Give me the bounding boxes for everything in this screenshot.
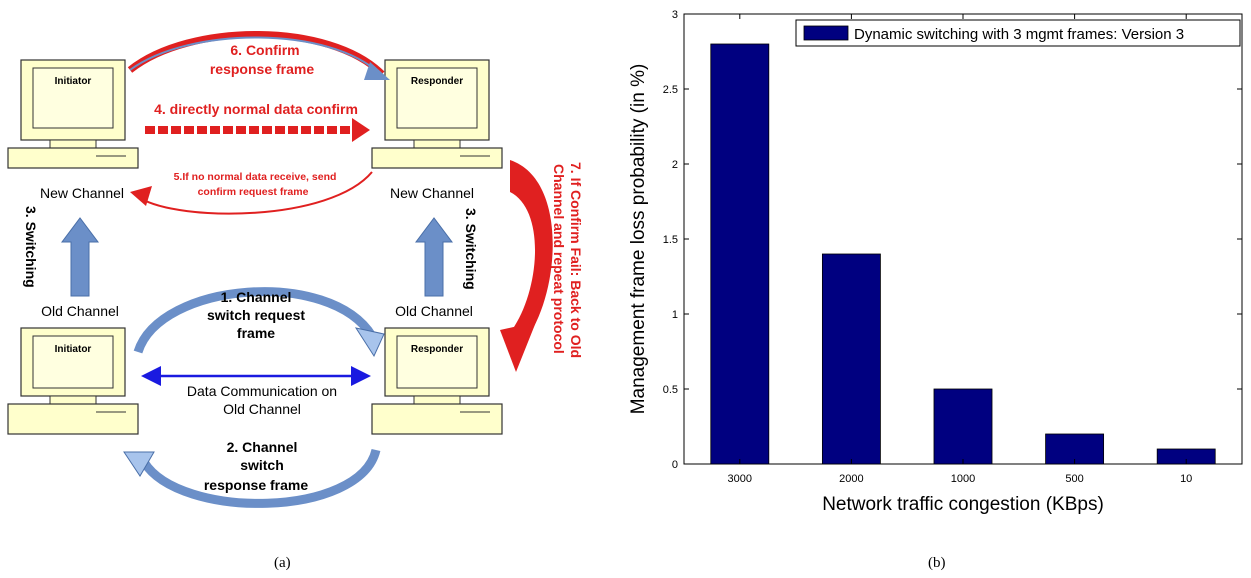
bar	[933, 388, 993, 465]
computer-top-left: Initiator	[7, 59, 139, 169]
old-channel-left: Old Channel	[41, 303, 119, 319]
old-channel-right: Old Channel	[395, 303, 473, 319]
bar-chart: 3000 2000 1000 500 10 0 0.5 1 1.5 2 2.5 3 Network tr…	[628, 9, 1243, 515]
x-tick-label: 3000	[728, 473, 752, 485]
y-tick-label: 2	[672, 159, 678, 171]
step6-label-line2: response frame	[210, 61, 314, 77]
step1-label-line1: 1. Channel	[221, 289, 292, 305]
data-comm-label-line2: Old Channel	[223, 401, 301, 417]
x-tick-label: 500	[1065, 473, 1083, 485]
top-left-pc-label: Initiator	[55, 76, 92, 87]
step2-arrow	[140, 448, 381, 508]
step2-label-line1: 2. Channel	[227, 439, 298, 455]
switching-arrow-right	[415, 217, 453, 297]
bar	[710, 43, 770, 465]
step2-label-line3: response frame	[204, 477, 308, 493]
switching-label-right: 3. Switching	[463, 208, 479, 290]
y-axis-label: Management frame loss probability (in %)	[628, 64, 649, 415]
step7-arrow-head	[500, 322, 536, 372]
new-channel-left: New Channel	[40, 185, 124, 201]
x-tick-label: 10	[1180, 473, 1192, 485]
bottom-left-pc-label: Initiator	[55, 344, 92, 355]
step4-arrow-head	[352, 118, 370, 142]
new-channel-right: New Channel	[390, 185, 474, 201]
y-tick-label: 3	[672, 9, 678, 21]
caption-a: (a)	[274, 555, 291, 571]
step1-label-line2: switch request	[207, 307, 305, 323]
x-tick-label: 2000	[839, 473, 863, 485]
step7-label-line2: Channel and repeat protocol	[551, 164, 567, 354]
step1-arrow-head	[354, 327, 385, 358]
step6-label-line1: 6. Confirm	[230, 42, 299, 58]
step6-arrow-inner	[129, 36, 381, 75]
step2-label-line2: switch	[240, 457, 284, 473]
switching-arrow-left	[61, 217, 99, 297]
step5-label-line1: 5.If no normal data receive, send	[174, 171, 337, 183]
step6-arrow-head	[364, 62, 390, 80]
step4-label: 4. directly normal data confirm	[154, 101, 358, 117]
step6-arrow	[127, 31, 385, 77]
protocol-diagram: Initiator Responder Initiator Responder …	[7, 31, 584, 508]
y-tick-label: 1.5	[663, 234, 678, 246]
x-axis-label: Network traffic congestion (KBps)	[822, 494, 1104, 515]
step5-arrow	[139, 171, 373, 215]
x-tick-label: 1000	[951, 473, 975, 485]
caption-b: (b)	[928, 555, 946, 571]
legend-swatch	[803, 25, 849, 41]
step2-arrow-head	[123, 451, 155, 477]
y-tick-label: 0.5	[663, 384, 678, 396]
legend-label: Dynamic switching with 3 mgmt frames: Ve…	[854, 26, 1184, 43]
data-comm-label-line1: Data Communication on	[187, 383, 337, 399]
y-tick-label: 1	[672, 309, 678, 321]
step7-label-line1: 7. If Confirm Fail: Back to Old	[568, 162, 584, 358]
computer-top-right: Responder	[371, 59, 503, 169]
top-right-pc-label: Responder	[411, 76, 463, 87]
computer-bottom-right: Responder	[371, 327, 503, 435]
switching-label-left: 3. Switching	[23, 206, 39, 288]
legend-box	[795, 19, 1241, 47]
bar	[821, 253, 881, 465]
step7-arrow	[510, 160, 553, 345]
y-tick-label: 2.5	[663, 84, 678, 96]
y-tick-label: 0	[672, 459, 678, 471]
step5-arrow-head	[130, 186, 152, 206]
step1-label-line3: frame	[237, 325, 275, 341]
bottom-right-pc-label: Responder	[411, 344, 463, 355]
step1-arrow	[133, 287, 376, 354]
step5-label-line2: confirm request frame	[198, 186, 309, 198]
computer-bottom-left: Initiator	[7, 327, 139, 435]
